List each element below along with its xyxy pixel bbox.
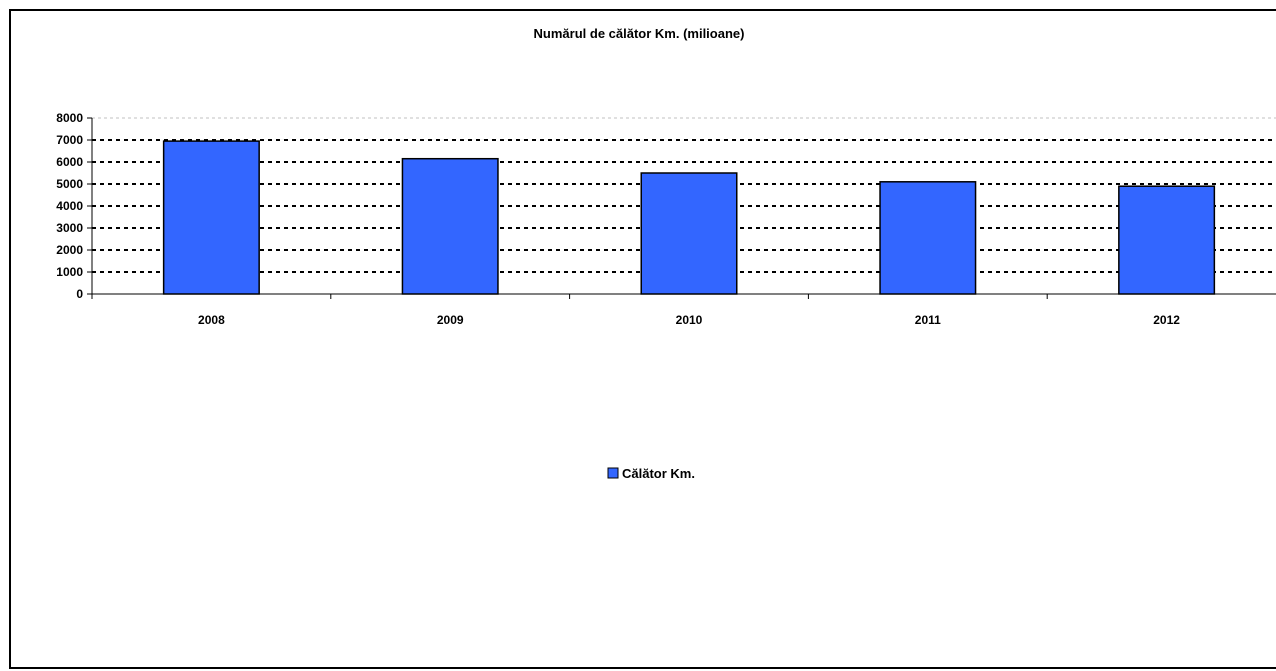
bar-2008 [162, 140, 260, 295]
y-tick-label: 4000 [56, 199, 83, 213]
bar-2009 [401, 157, 499, 295]
legend-label: Călător Km. [622, 466, 695, 481]
bar-2011 [879, 181, 977, 295]
bar-chart: Numărul de călător Km. (milioane) 0 1000 2… [56, 26, 1276, 481]
chart-frame: Numărul de călător Km. (milioane) 0 1000 2… [9, 9, 1276, 669]
chart-title: Numărul de călător Km. (milioane) [534, 26, 745, 41]
legend-swatch [607, 467, 619, 479]
y-tick-label: 2000 [56, 243, 83, 257]
y-tick-label: 6000 [56, 155, 83, 169]
x-tick-label: 2008 [198, 313, 225, 327]
y-tick-label: 3000 [56, 221, 83, 235]
x-tick-label: 2011 [915, 313, 941, 327]
bars [162, 140, 1216, 295]
y-tick-label: 7000 [56, 133, 83, 147]
x-tick-label: 2012 [1153, 313, 1180, 327]
x-tick-label: 2009 [437, 313, 464, 327]
y-tick-label: 5000 [56, 177, 83, 191]
legend: Călător Km. [607, 466, 695, 481]
y-tick-label: 0 [76, 287, 83, 301]
bar-2012 [1118, 185, 1216, 295]
y-tick-label: 1000 [56, 265, 83, 279]
x-tick-label: 2010 [676, 313, 703, 327]
bar-2010 [640, 172, 738, 295]
y-tick-label: 8000 [56, 111, 83, 125]
axes: 0 1000 2000 3000 4000 5000 6000 7000 8000 2008 200… [56, 111, 1276, 327]
gridlines [92, 117, 1276, 273]
